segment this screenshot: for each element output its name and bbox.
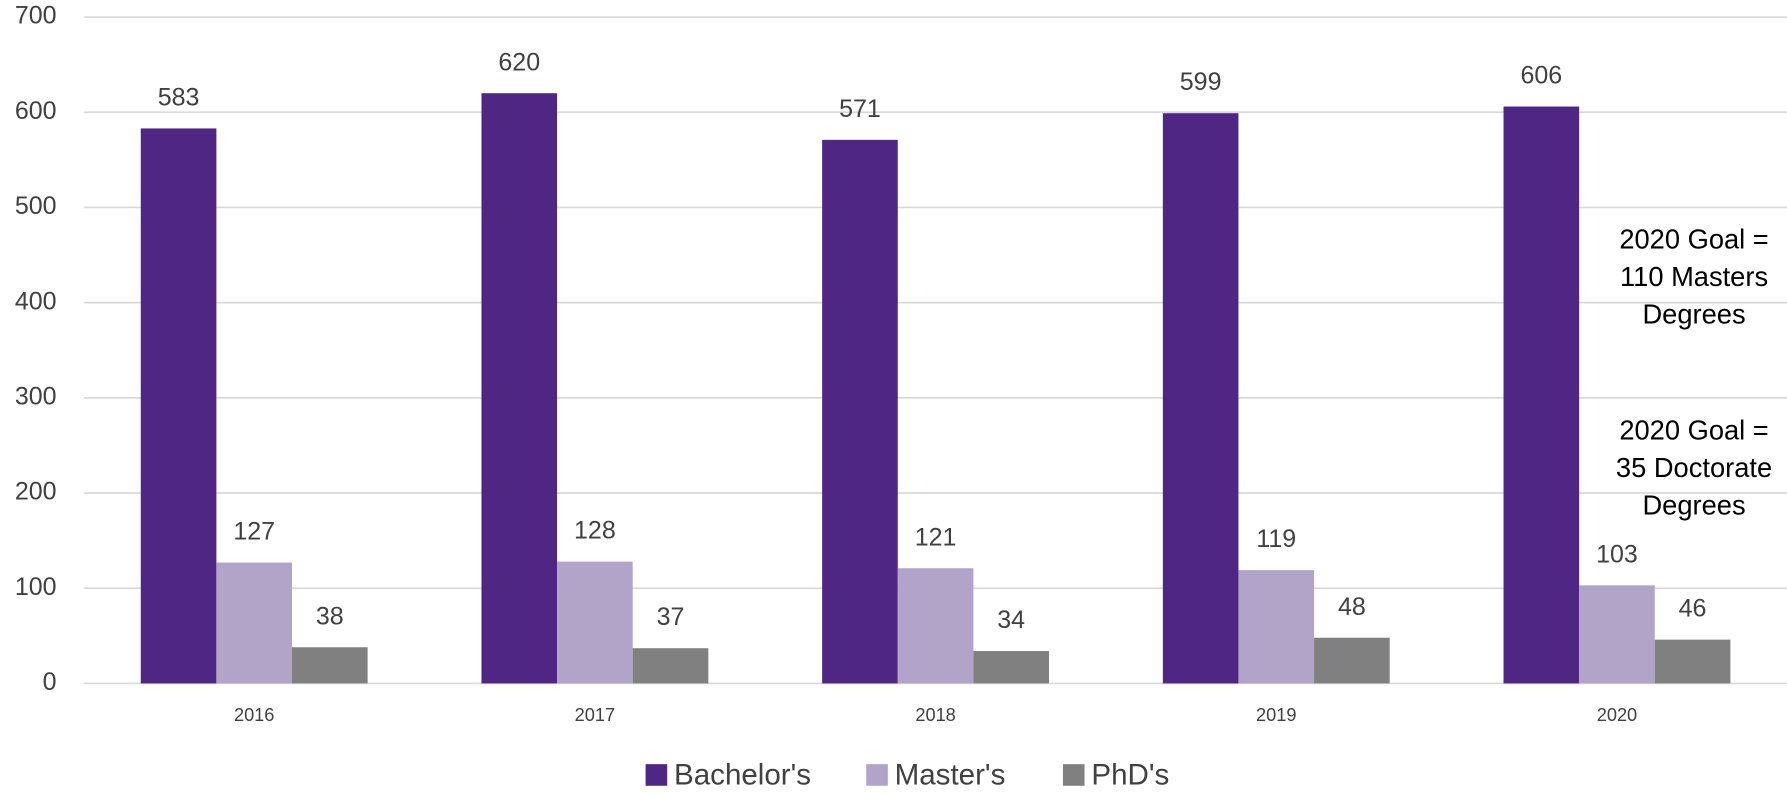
bar: [897, 568, 974, 684]
annotation: 2020 Goal =: [1619, 223, 1768, 254]
bar: [1162, 113, 1239, 684]
y-tick-label: 100: [15, 573, 57, 601]
annotation: 110 Masters: [1620, 261, 1768, 292]
y-tick-label: 700: [15, 2, 57, 30]
x-tick-label: 2020: [1597, 705, 1637, 725]
y-tick-label: 500: [15, 192, 57, 220]
value-label: 34: [997, 606, 1025, 634]
annotation: 35 Doctorate: [1616, 452, 1772, 483]
bar: [822, 139, 898, 684]
bar: [1654, 639, 1731, 684]
y-tick-label: 300: [15, 382, 57, 410]
bar: [632, 648, 709, 684]
value-label: 119: [1256, 525, 1296, 553]
annotation: Degrees: [1642, 298, 1745, 329]
bar: [1579, 585, 1655, 684]
y-tick-label: 0: [43, 668, 57, 696]
bar: [1238, 570, 1315, 684]
value-label: 127: [233, 518, 275, 546]
bar: [216, 562, 293, 684]
value-label: 121: [915, 523, 957, 551]
value-label: 46: [1679, 595, 1707, 623]
bar: [557, 561, 633, 684]
y-tick-label: 400: [15, 287, 57, 315]
value-label: 606: [1520, 62, 1562, 90]
bar: [481, 93, 558, 684]
value-label: 571: [839, 95, 881, 123]
bar: [292, 647, 368, 684]
legend-swatch: [866, 764, 888, 786]
value-label: 38: [316, 602, 344, 630]
value-label: 583: [158, 83, 200, 111]
value-label: 599: [1180, 68, 1222, 96]
legend-label: PhD's: [1091, 758, 1169, 791]
annotation: 2020 Goal =: [1619, 414, 1768, 445]
value-label: 48: [1338, 593, 1366, 621]
x-tick-label: 2018: [915, 705, 955, 725]
y-tick-label: 200: [15, 478, 57, 506]
x-tick-label: 2019: [1256, 705, 1296, 725]
annotation: Degrees: [1642, 489, 1745, 520]
bar: [1314, 637, 1390, 684]
x-tick-label: 2016: [234, 705, 274, 725]
value-label: 103: [1596, 540, 1638, 568]
legend-swatch: [1062, 764, 1085, 786]
legend-label: Bachelor's: [674, 758, 811, 791]
value-label: 620: [498, 48, 540, 76]
bar: [1503, 106, 1580, 684]
legend-label: Master's: [895, 758, 1006, 791]
y-tick-label: 600: [15, 97, 57, 125]
x-tick-label: 2017: [575, 705, 615, 725]
value-label: 128: [574, 517, 616, 545]
bar: [973, 651, 1050, 684]
bar: [140, 128, 217, 684]
value-label: 37: [657, 603, 685, 631]
legend-swatch: [645, 764, 668, 786]
